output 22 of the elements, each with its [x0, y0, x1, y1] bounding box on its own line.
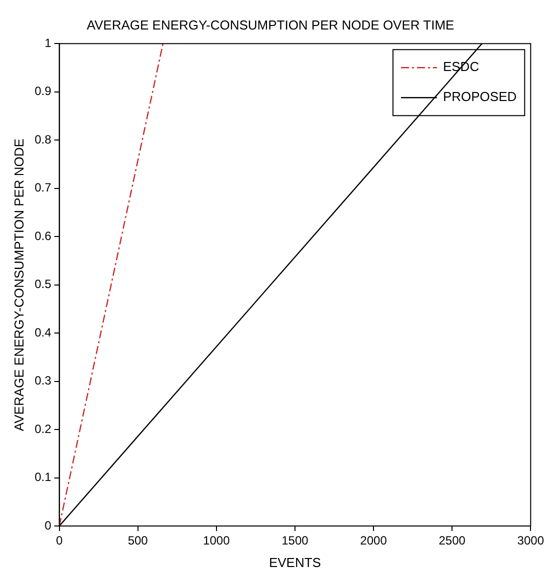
- x-tick-label: 2500: [438, 534, 466, 548]
- x-tick-label: 3000: [517, 534, 544, 548]
- y-tick-label: 0.2: [34, 422, 52, 436]
- x-tick-label: 1000: [203, 534, 230, 548]
- chart-title: AVERAGE ENERGY-CONSUMPTION PER NODE OVER TIME: [86, 17, 455, 32]
- legend-label: PROPOSED: [442, 89, 517, 104]
- x-axis-title: EVENTS: [268, 554, 322, 570]
- y-tick-label: 0: [44, 518, 52, 532]
- y-tick-label: 0.8: [34, 132, 52, 146]
- x-tick-label: 500: [128, 534, 148, 548]
- y-tick-label: 0.3: [34, 374, 52, 388]
- x-tick-label: 0: [56, 534, 63, 548]
- y-axis-title: AVERAGE ENERGY-CONSUMPTION PER NODE: [11, 138, 26, 432]
- y-tick-label: 1: [44, 36, 52, 50]
- y-tick-label: 0.4: [34, 325, 52, 340]
- y-tick-label: 0.6: [34, 228, 52, 243]
- y-tick-label: 0.9: [34, 84, 52, 98]
- y-tick-label: 0.1: [34, 470, 52, 484]
- y-tick-label: 0.7: [34, 180, 52, 195]
- y-tick-label: 0.5: [34, 277, 52, 292]
- x-tick-label: 2000: [360, 534, 388, 548]
- x-tick-label: 1500: [282, 534, 309, 548]
